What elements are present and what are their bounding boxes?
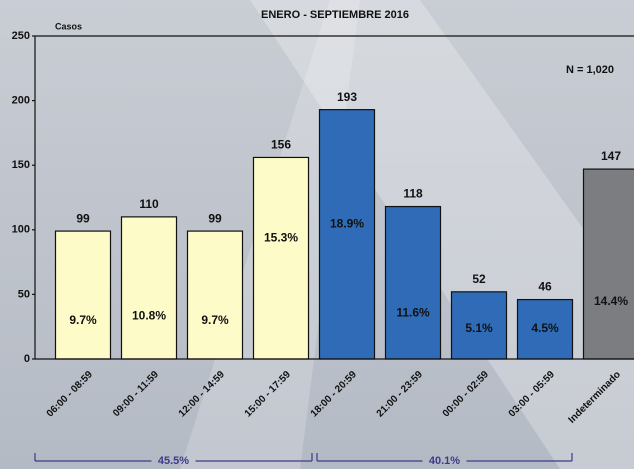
- bar: [384, 205, 442, 360]
- percent-label: 10.8%: [132, 309, 166, 323]
- value-label: 193: [337, 90, 357, 104]
- percent-label: 15.3%: [264, 231, 298, 245]
- bar: [54, 230, 112, 360]
- y-axis-label: Casos: [55, 21, 82, 31]
- y-tick-label: 50: [18, 288, 30, 300]
- value-label: 99: [76, 211, 90, 225]
- percent-label: 4.5%: [531, 321, 559, 335]
- annotation: N = 1,020: [566, 64, 614, 76]
- value-label: 118: [403, 187, 423, 201]
- chart-title: ENERO - SEPTIEMBRE 2016: [261, 9, 409, 21]
- percent-label: 11.6%: [396, 305, 430, 319]
- percent-label: 5.1%: [465, 321, 493, 335]
- value-label: 99: [208, 211, 222, 225]
- bar: [120, 216, 178, 360]
- percent-label: 14.4%: [594, 294, 628, 308]
- percent-label: 9.7%: [69, 313, 97, 327]
- value-label: 110: [139, 197, 159, 211]
- value-label: 156: [271, 138, 291, 152]
- group-label: 40.1%: [429, 455, 460, 467]
- group-label: 45.5%: [158, 455, 189, 467]
- bar: [252, 156, 310, 360]
- percent-label: 18.9%: [330, 216, 364, 230]
- bar: [318, 109, 376, 360]
- y-tick-label: 250: [12, 30, 30, 42]
- bar: [186, 230, 244, 360]
- y-tick-label: 100: [12, 224, 30, 236]
- bar: [450, 291, 508, 360]
- y-tick-label: 0: [24, 353, 30, 365]
- percent-label: 9.7%: [201, 313, 229, 327]
- value-label: 52: [472, 272, 486, 286]
- y-tick-label: 150: [12, 159, 30, 171]
- value-label: 147: [601, 149, 621, 163]
- value-label: 46: [538, 280, 552, 294]
- bar: [582, 168, 634, 360]
- y-tick-label: 200: [12, 95, 30, 107]
